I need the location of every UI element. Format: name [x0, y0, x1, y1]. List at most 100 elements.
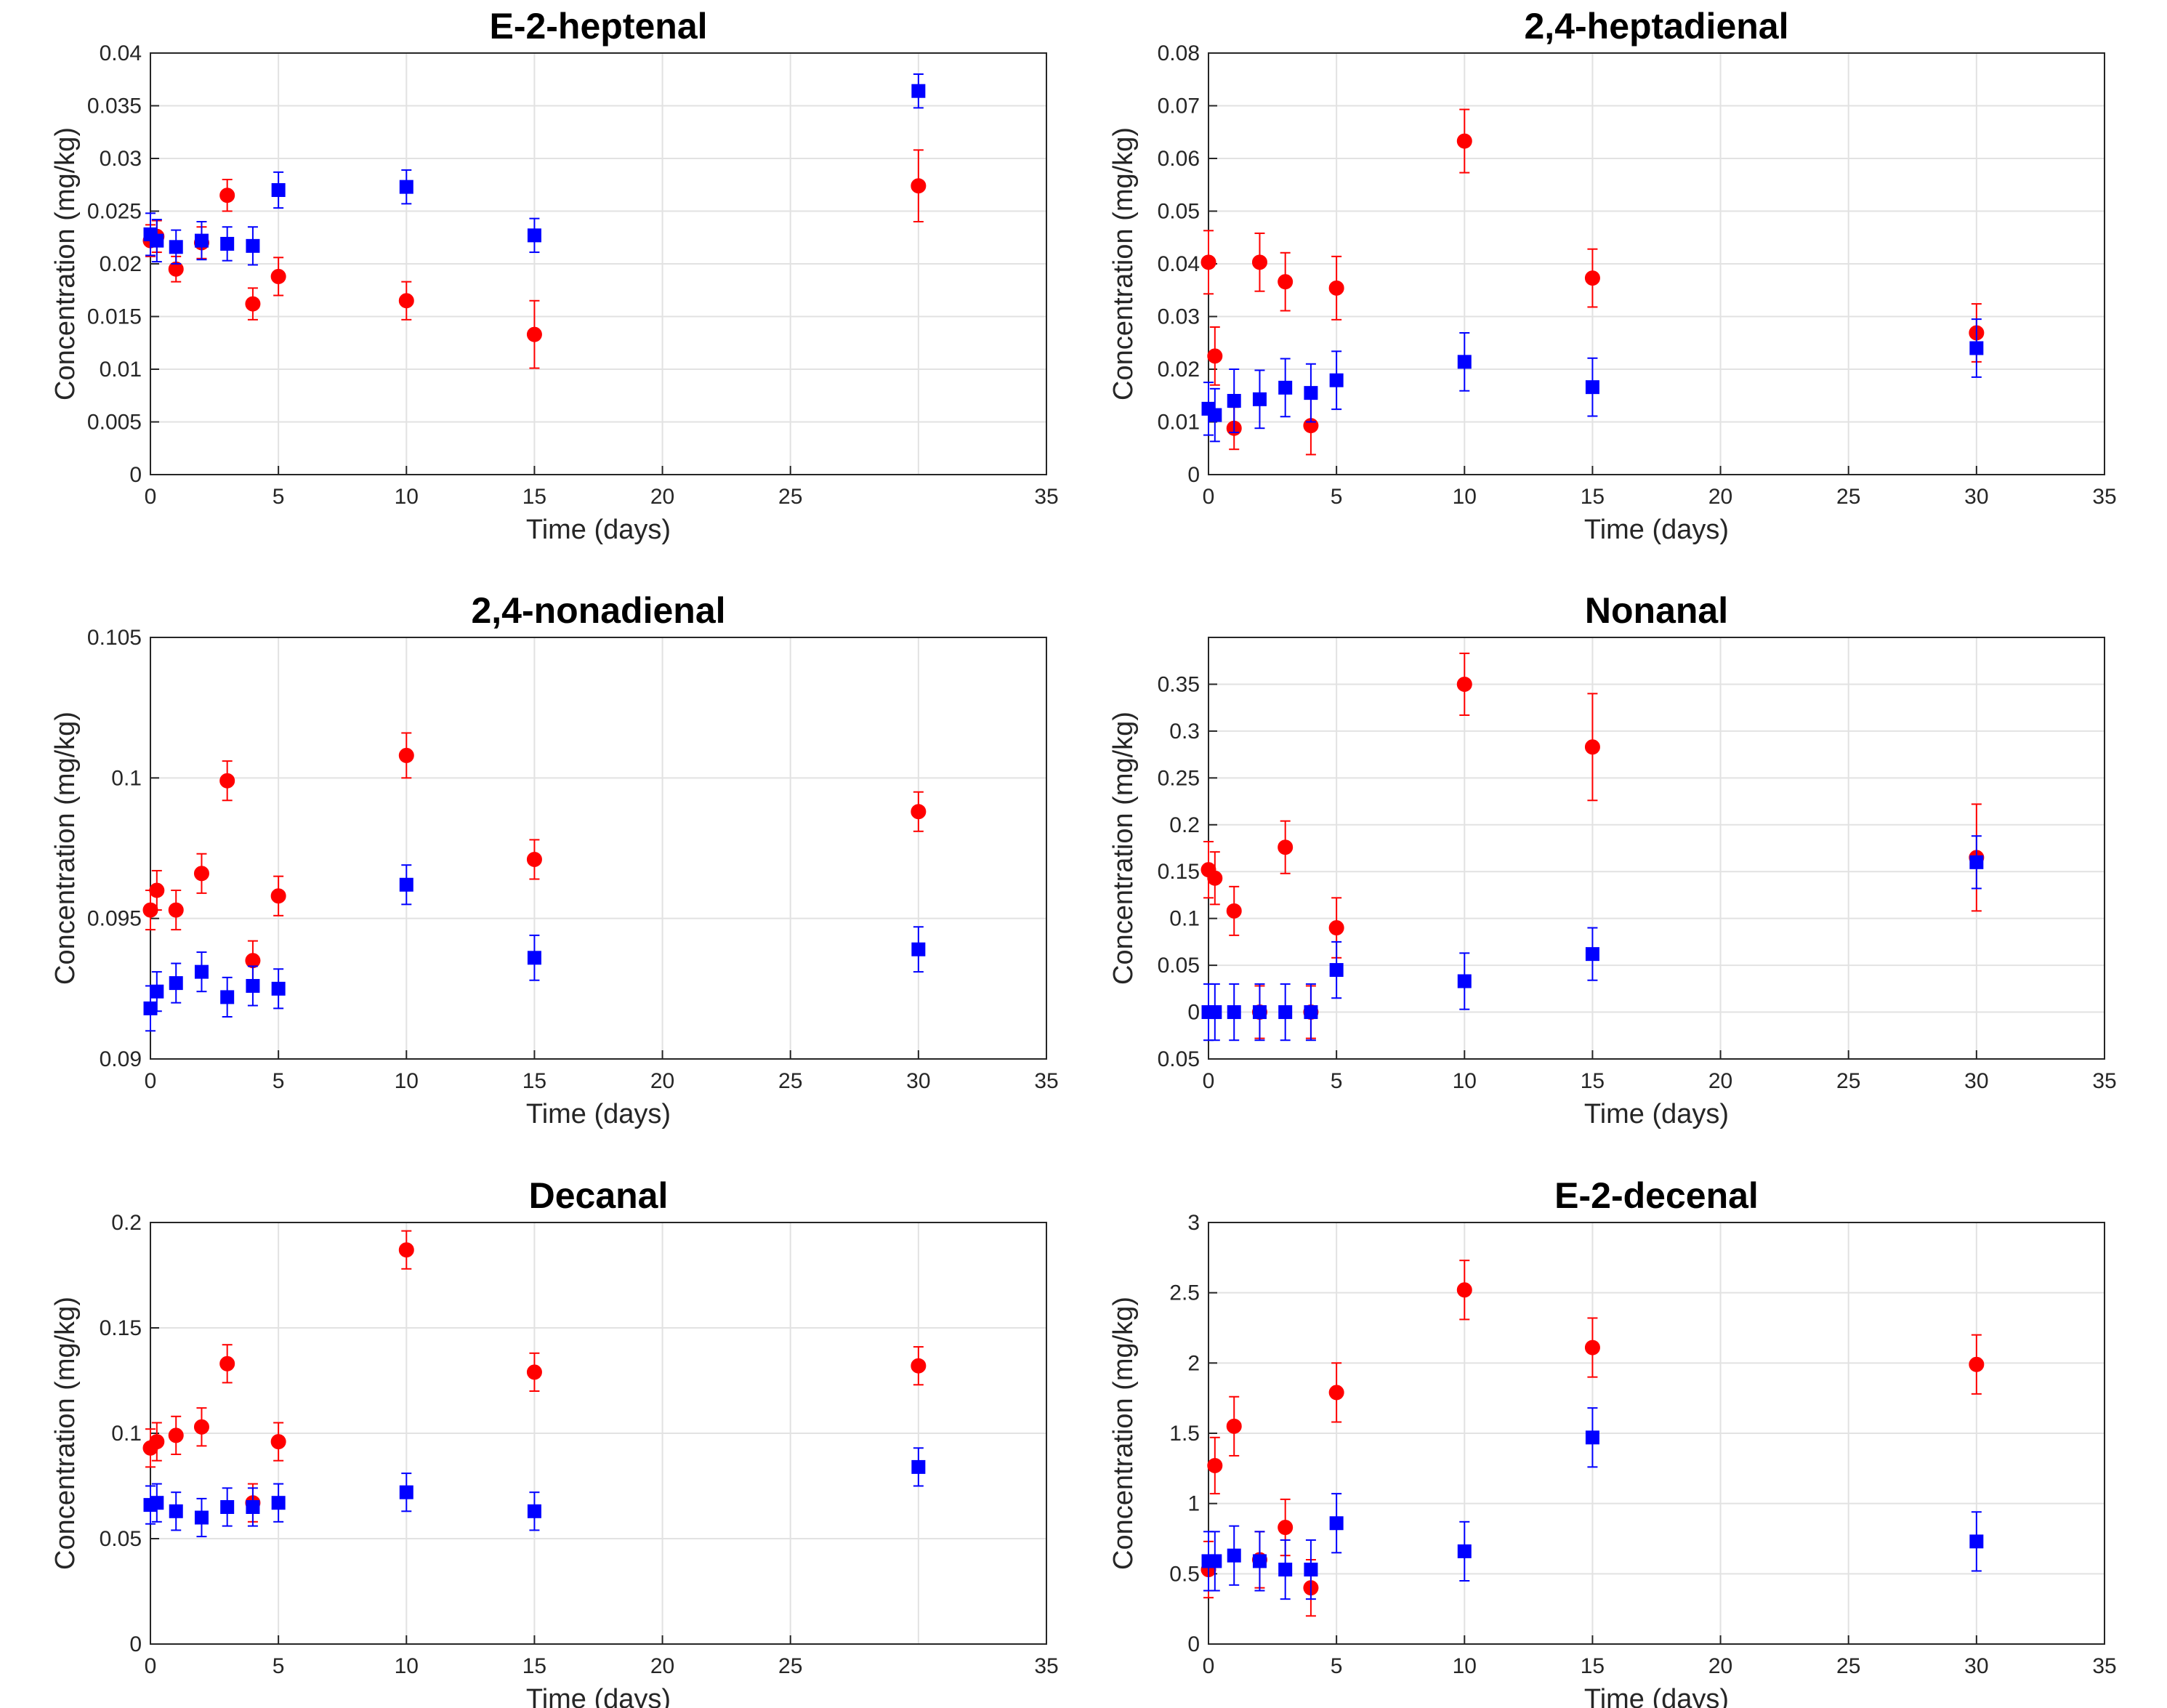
data-point-blue [194, 964, 209, 979]
x-tick-label: 15 [1581, 485, 1605, 509]
data-point-blue [246, 978, 260, 993]
x-tick-label: 20 [1708, 1069, 1732, 1093]
data-point-red [1969, 1356, 1985, 1372]
y-axis-label: Concentration (mg/kg) [1108, 1297, 1139, 1570]
y-tick-label: 0.02 [100, 252, 142, 276]
data-point-blue [150, 984, 164, 999]
y-tick-label: 0.05 [100, 1527, 142, 1551]
series-blue-squares [1201, 835, 1984, 1042]
data-point-red [193, 1419, 209, 1435]
data-point-red [911, 1358, 927, 1374]
data-point-blue [220, 236, 235, 251]
grid [1208, 53, 2105, 475]
y-tick-label: 0.5 [1169, 1562, 1200, 1586]
data-point-blue [911, 1459, 926, 1474]
series-blue-squares [143, 864, 926, 1032]
data-point-red [1328, 280, 1344, 296]
data-point-red [1278, 274, 1294, 290]
chart-panel-2: 0 5 10 15 20 25 30 35 0 0.01 0.02 0.03 0.04 0.05 0.06 0… [1108, 6, 2117, 545]
data-point-red [911, 178, 927, 194]
data-point-blue [1252, 1554, 1267, 1568]
x-tick-label: 35 [1034, 1069, 1058, 1093]
data-point-blue [169, 976, 183, 991]
data-point-blue [194, 1510, 209, 1525]
data-point-blue [911, 84, 926, 98]
data-point-red [270, 888, 286, 904]
tick-labels: 0 5 10 15 20 25 30 35 0 0.5 1 1.5 2 2.5 3 [1169, 1211, 2116, 1678]
y-tick-label: 0.005 [87, 411, 142, 435]
y-axis-label: Concentration (mg/kg) [1108, 127, 1139, 400]
data-point-red [193, 866, 209, 882]
data-point-blue [1329, 963, 1344, 978]
data-point-blue [527, 951, 541, 965]
x-tick-label: 15 [1581, 1654, 1605, 1678]
data-point-blue [399, 877, 413, 892]
chart-title: E-2-decenal [1554, 1175, 1759, 1216]
series-red-circles [142, 732, 927, 981]
grid [1208, 1222, 2105, 1644]
y-tick-label: 0.105 [87, 626, 142, 650]
data-point-red [1584, 739, 1600, 755]
y-tick-label: 0.15 [1158, 860, 1200, 884]
data-point-red [1207, 1457, 1223, 1473]
y-tick-label: 0.2 [1169, 813, 1200, 837]
y-tick-label: 0.06 [1158, 147, 1200, 171]
data-point-blue [1304, 386, 1318, 400]
chart-title: 2,4-nonadienal [471, 590, 725, 631]
x-axis-label: Time (days) [1584, 1099, 1729, 1129]
tick-labels: 0 5 10 15 20 25 35 0 0.05 0.1 0.15 0.2 [100, 1211, 1059, 1678]
x-tick-label: 10 [395, 1069, 419, 1093]
data-point-blue [527, 228, 541, 243]
data-point-red [270, 268, 286, 284]
y-tick-label: 0.25 [1158, 766, 1200, 790]
data-point-red [526, 326, 542, 342]
data-point-red [1251, 254, 1267, 270]
y-tick-label: 0.07 [1158, 94, 1200, 118]
x-tick-label: 15 [522, 1654, 546, 1678]
y-tick-label: 0.1 [1169, 907, 1200, 931]
data-point-blue [194, 233, 209, 248]
series-blue-squares [143, 73, 926, 266]
data-point-blue [527, 1504, 541, 1518]
chart-title: E-2-heptenal [489, 6, 707, 47]
x-tick-label: 20 [1708, 1654, 1732, 1678]
data-point-blue [1457, 1544, 1472, 1558]
x-tick-label: 5 [1331, 1654, 1343, 1678]
x-tick-label: 15 [1581, 1069, 1605, 1093]
x-tick-label: 10 [1453, 1069, 1477, 1093]
tick-labels: 0 5 10 15 20 25 35 0 0.005 0.01 0.015 0.02 0.025 0.03… [87, 41, 1059, 509]
y-tick-label: 2 [1187, 1351, 1200, 1375]
data-point-red [1278, 1520, 1294, 1536]
data-point-red [398, 1242, 414, 1258]
x-tick-label: 25 [1836, 1654, 1860, 1678]
x-tick-label: 0 [1203, 485, 1215, 509]
chart-panel-3: 0 5 10 15 20 25 30 35 0.09 0.095 0.1 0.105 2,4-nonad… [50, 590, 1059, 1129]
data-point-blue [1969, 341, 1984, 355]
chart-title: 2,4-heptadienal [1525, 6, 1789, 47]
data-point-blue [1969, 1534, 1984, 1549]
x-tick-label: 10 [1453, 485, 1477, 509]
y-tick-label: 0.05 [1158, 1047, 1200, 1071]
data-point-red [1207, 870, 1223, 886]
data-point-blue [246, 238, 260, 253]
x-tick-label: 10 [1453, 1654, 1477, 1678]
data-point-red [1226, 903, 1242, 919]
y-tick-label: 3 [1187, 1211, 1200, 1235]
series-blue-squares [1201, 1407, 1984, 1600]
data-point-blue [1969, 855, 1984, 869]
data-point-blue [1585, 947, 1599, 962]
x-axis-label: Time (days) [526, 1099, 671, 1129]
x-tick-label: 10 [395, 485, 419, 509]
axes-box [150, 637, 1047, 1060]
y-tick-label: 1.5 [1169, 1422, 1200, 1446]
data-point-blue [220, 1500, 235, 1514]
y-tick-label: 0.01 [1158, 411, 1200, 435]
y-tick-label: 0 [1187, 1001, 1200, 1025]
x-tick-label: 0 [145, 485, 157, 509]
y-tick-label: 0 [1187, 463, 1200, 487]
x-tick-label: 15 [522, 485, 546, 509]
x-tick-label: 0 [1203, 1069, 1215, 1093]
data-point-blue [271, 183, 286, 197]
data-point-blue [399, 180, 413, 194]
data-point-blue [1252, 392, 1267, 406]
